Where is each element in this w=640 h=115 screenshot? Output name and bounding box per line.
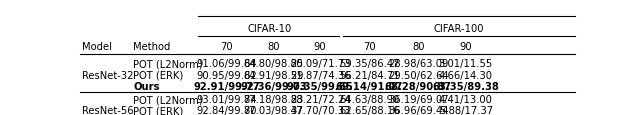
Text: POT (L2Norm): POT (L2Norm) [133,59,203,69]
Text: 29.50/62.64: 29.50/62.64 [388,70,449,80]
Text: 92.84/99.70: 92.84/99.70 [196,105,257,115]
Text: 20.09/71.73: 20.09/71.73 [290,59,350,69]
Text: 87.18/98.83: 87.18/98.83 [243,94,303,104]
Text: 62.65/88.16: 62.65/88.16 [339,105,399,115]
Text: ResNet-56: ResNet-56 [83,105,134,115]
Text: CIFAR-10: CIFAR-10 [248,23,292,33]
Text: POT (ERK): POT (ERK) [133,105,183,115]
Text: 90.35/99.65: 90.35/99.65 [287,81,353,91]
Text: 69.14/91.07: 69.14/91.07 [335,81,403,91]
Text: 28.98/63.09: 28.98/63.09 [388,59,449,69]
Text: Method: Method [133,41,170,51]
Text: 80: 80 [412,41,424,51]
Text: 56.21/84.71: 56.21/84.71 [339,70,399,80]
Text: 36.19/69.07: 36.19/69.07 [388,94,449,104]
Text: 3.01/11.55: 3.01/11.55 [439,59,493,69]
Text: 80: 80 [267,41,280,51]
Text: POT (L2Norm): POT (L2Norm) [133,94,203,104]
Text: 28.21/72.24: 28.21/72.24 [290,94,350,104]
Text: 4.66/14.30: 4.66/14.30 [439,70,493,80]
Text: 70: 70 [220,41,232,51]
Text: 37.70/70.33: 37.70/70.33 [290,105,350,115]
Text: 93.01/99.74: 93.01/99.74 [196,94,257,104]
Text: 90.95/99.62: 90.95/99.62 [196,70,257,80]
Text: 91.06/99.64: 91.06/99.64 [196,59,257,69]
Text: CIFAR-100: CIFAR-100 [433,23,484,33]
Text: 70: 70 [363,41,376,51]
Text: 4.41/13.00: 4.41/13.00 [439,94,493,104]
Text: 36.96/69.44: 36.96/69.44 [388,105,449,115]
Text: 68.28/90.87: 68.28/90.87 [385,81,452,91]
Text: ResNet-32: ResNet-32 [83,70,134,80]
Text: 92.91/99.77: 92.91/99.77 [193,81,260,91]
Text: POT (ERK): POT (ERK) [133,70,183,80]
Text: 59.35/86.47: 59.35/86.47 [339,59,399,69]
Text: 84.91/98.59: 84.91/98.59 [243,70,304,80]
Text: Model: Model [83,41,113,51]
Text: 87.03/98.47: 87.03/98.47 [243,105,303,115]
Text: 64.63/88.90: 64.63/88.90 [339,94,399,104]
Text: 90: 90 [460,41,472,51]
Text: 63.35/89.38: 63.35/89.38 [433,81,499,91]
Text: Ours: Ours [133,81,159,91]
Text: 90: 90 [314,41,326,51]
Text: 21.87/74.36: 21.87/74.36 [290,70,350,80]
Text: 84.80/98.85: 84.80/98.85 [243,59,303,69]
Text: 92.36/99.73: 92.36/99.73 [240,81,307,91]
Text: 5.88/17.37: 5.88/17.37 [439,105,493,115]
